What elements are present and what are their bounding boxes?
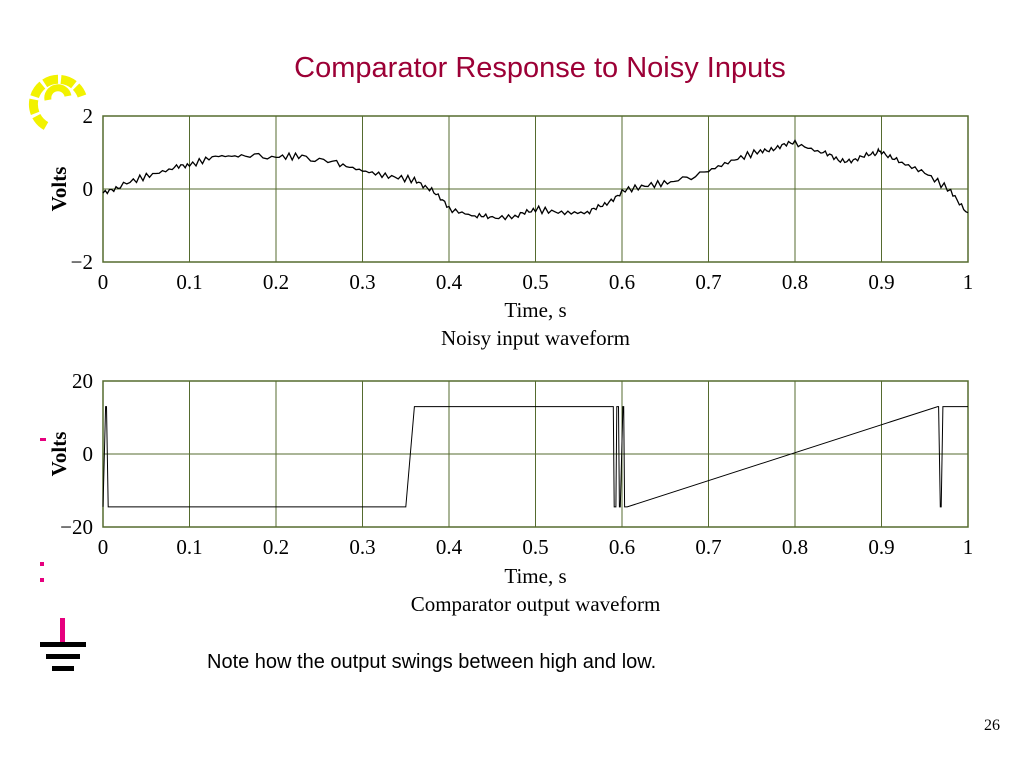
x-tick-label: 0.8 (782, 535, 808, 559)
x-axis-title: Time, s (504, 298, 566, 322)
x-tick-label: 0.4 (436, 270, 463, 294)
x-tick-label: 0 (98, 270, 109, 294)
y-axis-title: Volts (47, 432, 71, 477)
output-waveform-chart: 0 0.1 0.2 0.3 0.4 0.5 0.6 0.7 0.8 0.9 1200−20Time,… (47, 369, 974, 616)
plot-frame (102, 380, 969, 528)
ground-symbol-icon (40, 618, 86, 671)
x-tick-label: 0.5 (522, 270, 548, 294)
y-tick-label: 0 (83, 177, 94, 201)
x-tick-label: 0.9 (868, 535, 894, 559)
x-tick-label: 0.9 (868, 270, 894, 294)
waveform-trace (102, 406, 968, 508)
x-tick-label: 0.3 (349, 270, 375, 294)
x-tick-label: 0.7 (695, 270, 721, 294)
yellow-arc-icon (28, 74, 87, 130)
x-tick-label: 0.6 (609, 535, 635, 559)
x-tick-label: 0.1 (176, 270, 202, 294)
x-tick-label: 0.1 (176, 535, 202, 559)
x-tick-label: 1 (963, 535, 974, 559)
y-tick-label: 20 (72, 369, 93, 393)
x-tick-label: 1 (963, 270, 974, 294)
y-axis-title: Volts (47, 167, 71, 212)
plot-frame (102, 115, 969, 263)
chart-caption: Comparator output waveform (411, 592, 661, 616)
chart-caption: Noisy input waveform (441, 326, 630, 350)
y-tick-label: 0 (83, 442, 94, 466)
x-tick-label: 0.6 (609, 270, 635, 294)
pink-marks-icon (40, 438, 46, 582)
x-tick-label: 0.2 (263, 270, 289, 294)
y-tick-label: 2 (83, 104, 94, 128)
x-axis-title: Time, s (504, 564, 566, 588)
waveform-trace (102, 139, 969, 221)
y-tick-label: −2 (71, 250, 93, 274)
x-tick-label: 0.7 (695, 535, 721, 559)
y-tick-label: −20 (60, 515, 93, 539)
slide-note: Note how the output swings between high … (207, 651, 657, 673)
x-tick-label: 0.4 (436, 535, 463, 559)
x-tick-label: 0.5 (522, 535, 548, 559)
x-tick-label: 0.8 (782, 270, 808, 294)
x-tick-label: 0.2 (263, 535, 289, 559)
page-number: 26 (984, 717, 1000, 734)
slide-title: Comparator Response to Noisy Inputs (294, 52, 786, 84)
x-tick-label: 0 (98, 535, 109, 559)
x-tick-label: 0.3 (349, 535, 375, 559)
